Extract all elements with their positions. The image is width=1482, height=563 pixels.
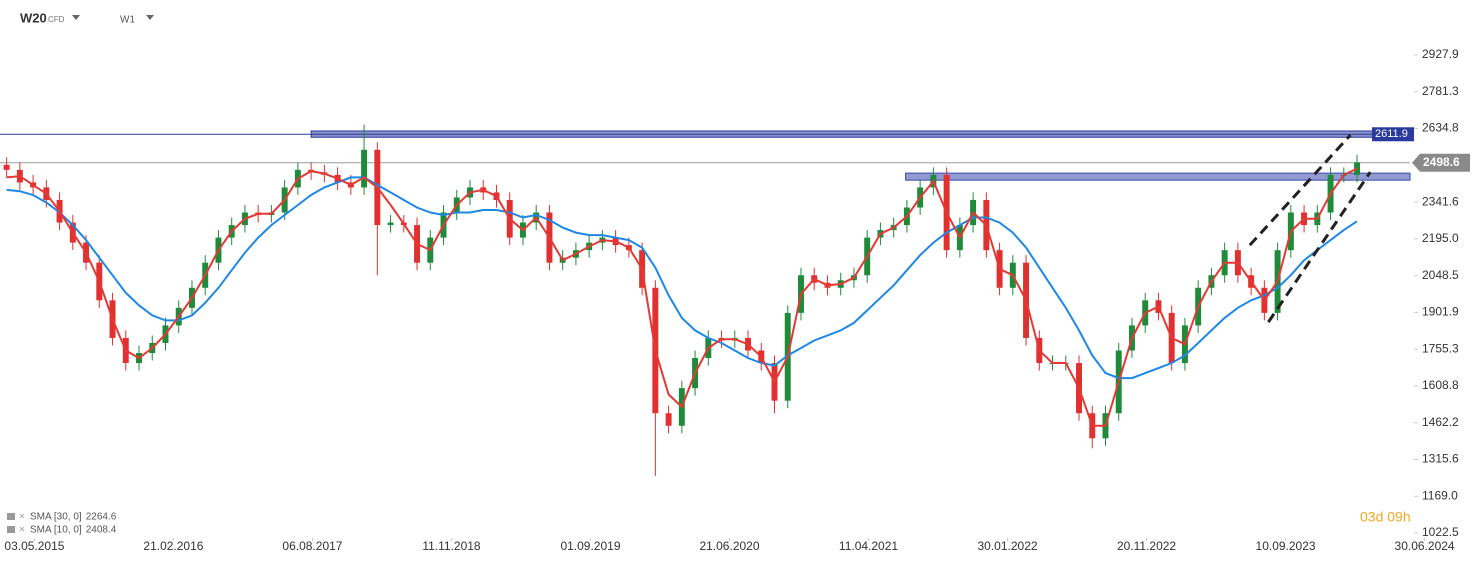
legend-value: 2264.6 bbox=[86, 512, 117, 523]
y-tick-label: 1608.8 bbox=[1422, 378, 1459, 392]
y-tick-label: 1022.5 bbox=[1422, 525, 1459, 539]
legend-close[interactable]: × bbox=[19, 512, 25, 523]
legend-value: 2408.4 bbox=[86, 525, 117, 536]
x-tick-label: 30.01.2022 bbox=[977, 539, 1037, 553]
x-tick-label: 11.11.2018 bbox=[422, 539, 481, 553]
interval[interactable]: W1 bbox=[120, 15, 135, 26]
x-tick-label: 21.06.2020 bbox=[699, 539, 759, 553]
x-tick-label: 30.06.2024 bbox=[1395, 539, 1455, 553]
x-tick-label: 03.05.2015 bbox=[4, 539, 64, 553]
x-tick-label: 21.02.2016 bbox=[143, 539, 203, 553]
x-tick-label: 10.09.2023 bbox=[1256, 539, 1316, 553]
y-tick-label: 1462.2 bbox=[1422, 415, 1459, 429]
plot-area: 1022.5 1169.0 1315.6 1462.2 1608.8 1755.3 1901… bbox=[0, 47, 1470, 553]
sma-line bbox=[6, 176, 1358, 380]
market: CFD bbox=[48, 15, 65, 24]
y-tick-label: 1315.6 bbox=[1422, 452, 1459, 466]
candle-body bbox=[387, 222, 394, 226]
x-tick-label: 11.04.2021 bbox=[839, 539, 898, 553]
candle-body bbox=[1354, 162, 1361, 175]
symbol[interactable]: W20 bbox=[20, 10, 47, 25]
last-price-label: 2498.6 bbox=[1423, 155, 1460, 169]
sma-line bbox=[6, 167, 1358, 427]
y-tick-label: 2048.5 bbox=[1422, 268, 1459, 282]
interval-dropdown[interactable] bbox=[146, 15, 154, 20]
zone bbox=[310, 130, 1411, 138]
legend-close[interactable]: × bbox=[19, 525, 25, 536]
candle-body bbox=[361, 149, 368, 188]
candle-body bbox=[665, 413, 672, 426]
y-tick-label: 1901.9 bbox=[1422, 305, 1459, 319]
symbol-dropdown[interactable] bbox=[72, 15, 80, 20]
y-tick-label: 2781.3 bbox=[1422, 84, 1459, 98]
y-tick-label: 2341.6 bbox=[1422, 194, 1459, 208]
legend-icon bbox=[7, 526, 15, 533]
x-tick-label: 06.08.2017 bbox=[282, 539, 342, 553]
x-tick-label: 01.09.2019 bbox=[560, 539, 620, 553]
x-tick-label: 20.11.2022 bbox=[1117, 539, 1176, 553]
candle-body bbox=[3, 164, 10, 170]
level-tag-label: 2611.9 bbox=[1375, 128, 1408, 140]
level-tag bbox=[1372, 127, 1414, 142]
zone bbox=[905, 172, 1411, 181]
y-tick-label: 2195.0 bbox=[1422, 231, 1459, 245]
legend-name: SMA [30, 0] bbox=[30, 512, 82, 523]
y-tick-label: 2927.9 bbox=[1422, 47, 1459, 61]
y-tick-label: 1169.0 bbox=[1422, 488, 1458, 502]
legend-icon bbox=[7, 513, 15, 520]
y-tick-label: 2634.8 bbox=[1422, 121, 1459, 135]
countdown: 03d 09h bbox=[1360, 509, 1411, 525]
legend-name: SMA [10, 0] bbox=[30, 525, 82, 536]
y-tick-label: 1755.3 bbox=[1422, 341, 1459, 355]
trendline bbox=[1267, 171, 1372, 323]
trendline bbox=[1248, 133, 1352, 247]
last-price-tag bbox=[1412, 153, 1470, 172]
